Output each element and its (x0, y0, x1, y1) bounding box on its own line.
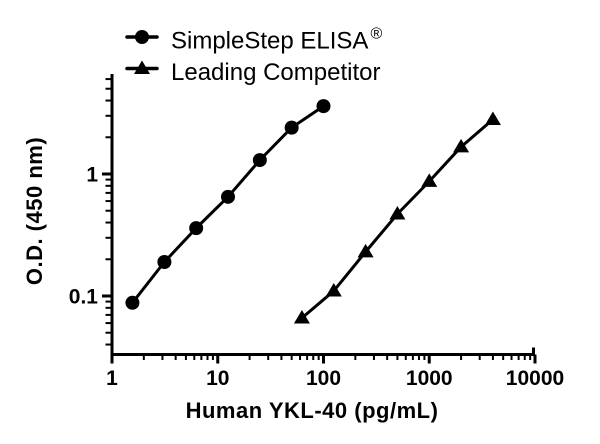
triangle-marker (453, 138, 470, 153)
x-tick-label: 10000 (506, 367, 564, 390)
triangle-marker (357, 243, 374, 258)
legend-item: SimpleStep ELISA ® (125, 26, 382, 55)
y-tick-label: 1 (86, 164, 98, 187)
series-simplestep-elisa (125, 99, 331, 310)
triangle-marker (293, 310, 310, 324)
circle-marker (284, 120, 299, 135)
circle-marker (220, 189, 235, 204)
x-tick-label: 1000 (406, 367, 453, 390)
tick-labels: 1 10 100 1000 10000 0.1 1 (69, 164, 564, 391)
circle-marker (316, 99, 331, 114)
series-line (130, 104, 325, 305)
legend: SimpleStep ELISA ® Leading Competitor (125, 26, 382, 86)
triangle-marker (389, 206, 406, 220)
circle-marker (189, 221, 204, 236)
axes (102, 74, 537, 364)
x-axis-title: Human YKL-40 (pg/mL) (186, 398, 439, 423)
legend-label: Leading Competitor (171, 59, 380, 86)
circle-marker (157, 254, 172, 269)
legend-item: Leading Competitor (125, 59, 380, 86)
y-axis-title: O.D. (450 nm) (22, 137, 47, 285)
circle-marker (125, 295, 140, 310)
legend-label: SimpleStep ELISA ® (171, 26, 382, 55)
legend-triangle-icon (134, 60, 150, 74)
x-tick-label: 1 (106, 367, 118, 390)
x-tick-label: 100 (306, 367, 341, 390)
circle-marker (252, 153, 267, 168)
y-tick-label: 0.1 (69, 286, 99, 309)
x-tick-label: 10 (206, 367, 229, 390)
data-series (125, 99, 501, 324)
triangle-marker (484, 111, 501, 125)
triangle-marker (421, 173, 438, 187)
legend-circle-icon (135, 30, 149, 44)
triangle-marker (325, 282, 342, 297)
series-leading-competitor (293, 111, 501, 324)
